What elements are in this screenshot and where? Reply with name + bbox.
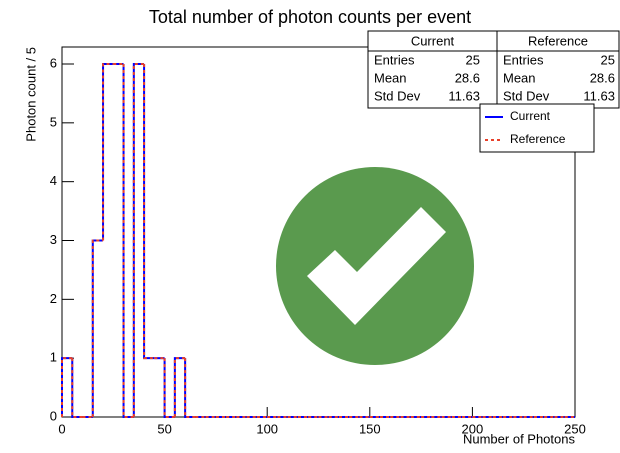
y-tick-label: 1 <box>50 350 57 365</box>
stats-box: Reference Entries 25 Mean 28.6 Std Dev 11.63 <box>496 30 620 109</box>
x-tick-label: 200 <box>462 421 484 436</box>
x-tick-label: 150 <box>359 421 381 436</box>
stats-value: 11.63 <box>448 88 480 103</box>
x-tick-label: 100 <box>256 421 278 436</box>
stats-label: Mean <box>503 70 536 85</box>
stats-title: Reference <box>528 33 588 48</box>
stats-label: Std Dev <box>374 88 421 103</box>
x-tick-label: 0 <box>58 421 65 436</box>
stats-label: Std Dev <box>503 88 550 103</box>
legend: Current Reference <box>479 103 595 153</box>
stats-value: 11.63 <box>583 88 615 103</box>
legend-label: Current <box>510 109 551 123</box>
histogram-bin <box>173 357 186 417</box>
stats-frame <box>367 30 498 109</box>
legend-frame <box>479 103 595 153</box>
stats-label: Mean <box>374 70 407 85</box>
stats-value: 25 <box>466 52 480 67</box>
chart-title: Total number of photon counts per event <box>149 7 471 27</box>
histogram-bin <box>61 357 73 417</box>
histogram-bin <box>184 358 196 418</box>
stats-box: Current Entries 25 Mean 28.6 Std Dev 11.63 <box>367 30 498 109</box>
y-tick-label: 5 <box>50 114 57 129</box>
stats-frame <box>496 30 620 109</box>
stats-value: 28.6 <box>590 70 615 85</box>
y-tick-label: 4 <box>50 173 57 188</box>
y-tick-label: 6 <box>50 55 57 70</box>
stats-title: Current <box>411 33 455 48</box>
y-tick-label: 2 <box>50 291 57 306</box>
stats-label: Entries <box>503 52 544 67</box>
legend-label: Reference <box>510 132 566 146</box>
histogram-bin <box>102 63 114 241</box>
check-mark <box>307 207 446 325</box>
histogram-bin <box>163 358 175 418</box>
check-icon <box>276 167 474 365</box>
histogram-bin <box>143 64 155 360</box>
y-tick-label: 0 <box>50 408 57 423</box>
x-tick-label: 50 <box>157 421 171 436</box>
x-tick-label: 250 <box>564 421 586 436</box>
stats-value: 28.6 <box>455 70 480 85</box>
series <box>61 63 575 418</box>
stats-value: 25 <box>601 52 615 67</box>
histogram-bin <box>71 358 83 418</box>
x-axis-label: Number of Photons <box>463 431 576 446</box>
stats-label: Entries <box>374 52 415 67</box>
y-tick-label: 3 <box>50 232 57 247</box>
histogram-bin <box>122 64 134 418</box>
histogram-bin <box>132 63 145 417</box>
y-axis-label: Photon count / 5 <box>23 47 38 142</box>
histogram-bin <box>91 239 104 417</box>
